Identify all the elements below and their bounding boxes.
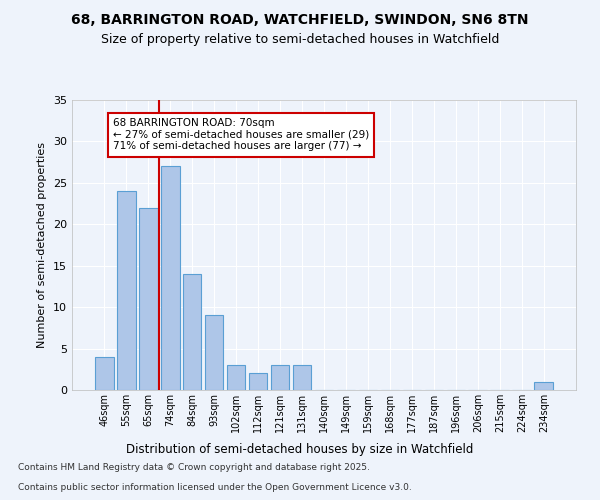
Text: 68, BARRINGTON ROAD, WATCHFIELD, SWINDON, SN6 8TN: 68, BARRINGTON ROAD, WATCHFIELD, SWINDON… (71, 12, 529, 26)
Bar (117, 191, 136, 390)
Bar (161, 166, 179, 390)
Bar (95, 357, 113, 390)
Bar (139, 208, 158, 390)
Bar (205, 316, 223, 390)
Bar (293, 365, 311, 390)
Text: 68 BARRINGTON ROAD: 70sqm
← 27% of semi-detached houses are smaller (29)
71% of : 68 BARRINGTON ROAD: 70sqm ← 27% of semi-… (113, 118, 369, 152)
Text: Contains public sector information licensed under the Open Government Licence v3: Contains public sector information licen… (18, 484, 412, 492)
Text: Contains HM Land Registry data © Crown copyright and database right 2025.: Contains HM Land Registry data © Crown c… (18, 464, 370, 472)
Bar (183, 274, 202, 390)
Bar (227, 365, 245, 390)
Bar (535, 382, 553, 390)
Bar (249, 374, 268, 390)
Text: Distribution of semi-detached houses by size in Watchfield: Distribution of semi-detached houses by … (127, 442, 473, 456)
Y-axis label: Number of semi-detached properties: Number of semi-detached properties (37, 142, 47, 348)
Bar (271, 365, 289, 390)
Text: Size of property relative to semi-detached houses in Watchfield: Size of property relative to semi-detach… (101, 32, 499, 46)
